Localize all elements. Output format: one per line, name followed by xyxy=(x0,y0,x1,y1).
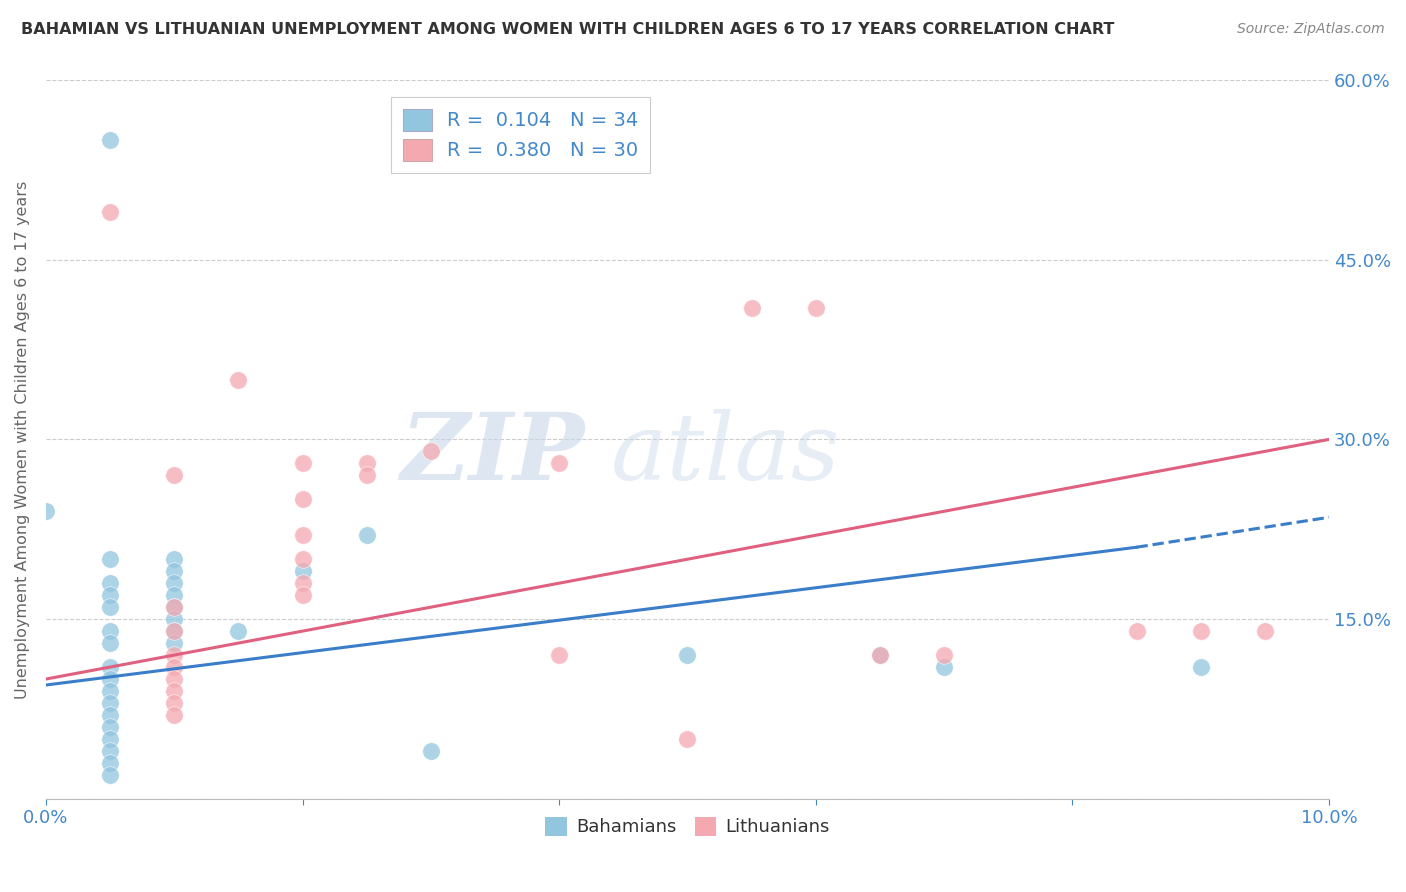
Point xyxy=(163,588,186,602)
Point xyxy=(163,672,186,686)
Point xyxy=(1189,624,1212,639)
Point xyxy=(98,588,121,602)
Point xyxy=(163,624,186,639)
Point xyxy=(163,564,186,578)
Point xyxy=(163,660,186,674)
Point xyxy=(291,576,314,591)
Point xyxy=(163,600,186,615)
Point xyxy=(291,588,314,602)
Point xyxy=(98,684,121,698)
Point xyxy=(163,696,186,710)
Point xyxy=(163,624,186,639)
Point xyxy=(98,552,121,566)
Point xyxy=(676,648,699,662)
Point xyxy=(548,648,571,662)
Point xyxy=(932,648,955,662)
Point xyxy=(419,444,441,458)
Point xyxy=(869,648,891,662)
Point xyxy=(163,576,186,591)
Point xyxy=(163,708,186,723)
Point xyxy=(98,660,121,674)
Point xyxy=(356,528,378,542)
Point xyxy=(419,744,441,758)
Point xyxy=(98,133,121,147)
Y-axis label: Unemployment Among Women with Children Ages 6 to 17 years: Unemployment Among Women with Children A… xyxy=(15,180,30,698)
Point xyxy=(98,768,121,782)
Point xyxy=(291,528,314,542)
Point xyxy=(98,756,121,770)
Point xyxy=(291,552,314,566)
Point xyxy=(98,576,121,591)
Point xyxy=(98,600,121,615)
Point xyxy=(98,672,121,686)
Point xyxy=(163,600,186,615)
Point xyxy=(932,660,955,674)
Point xyxy=(356,468,378,483)
Point xyxy=(163,612,186,626)
Text: atlas: atlas xyxy=(610,409,839,499)
Point xyxy=(163,648,186,662)
Point xyxy=(163,552,186,566)
Point xyxy=(98,624,121,639)
Point xyxy=(163,684,186,698)
Legend: Bahamians, Lithuanians: Bahamians, Lithuanians xyxy=(538,810,837,844)
Point xyxy=(548,456,571,470)
Point xyxy=(98,731,121,746)
Text: ZIP: ZIP xyxy=(401,409,585,499)
Point xyxy=(291,564,314,578)
Point xyxy=(291,456,314,470)
Point xyxy=(98,720,121,734)
Text: BAHAMIAN VS LITHUANIAN UNEMPLOYMENT AMONG WOMEN WITH CHILDREN AGES 6 TO 17 YEARS: BAHAMIAN VS LITHUANIAN UNEMPLOYMENT AMON… xyxy=(21,22,1115,37)
Point xyxy=(804,301,827,315)
Point xyxy=(1189,660,1212,674)
Point xyxy=(98,744,121,758)
Point xyxy=(1254,624,1277,639)
Point xyxy=(98,204,121,219)
Point xyxy=(98,636,121,650)
Point xyxy=(869,648,891,662)
Point xyxy=(291,492,314,507)
Point xyxy=(228,372,250,386)
Point xyxy=(676,731,699,746)
Point xyxy=(35,504,58,518)
Point xyxy=(356,456,378,470)
Point xyxy=(1125,624,1147,639)
Point xyxy=(98,708,121,723)
Text: Source: ZipAtlas.com: Source: ZipAtlas.com xyxy=(1237,22,1385,37)
Point xyxy=(98,696,121,710)
Point xyxy=(163,636,186,650)
Point xyxy=(228,624,250,639)
Point xyxy=(163,468,186,483)
Point xyxy=(741,301,763,315)
